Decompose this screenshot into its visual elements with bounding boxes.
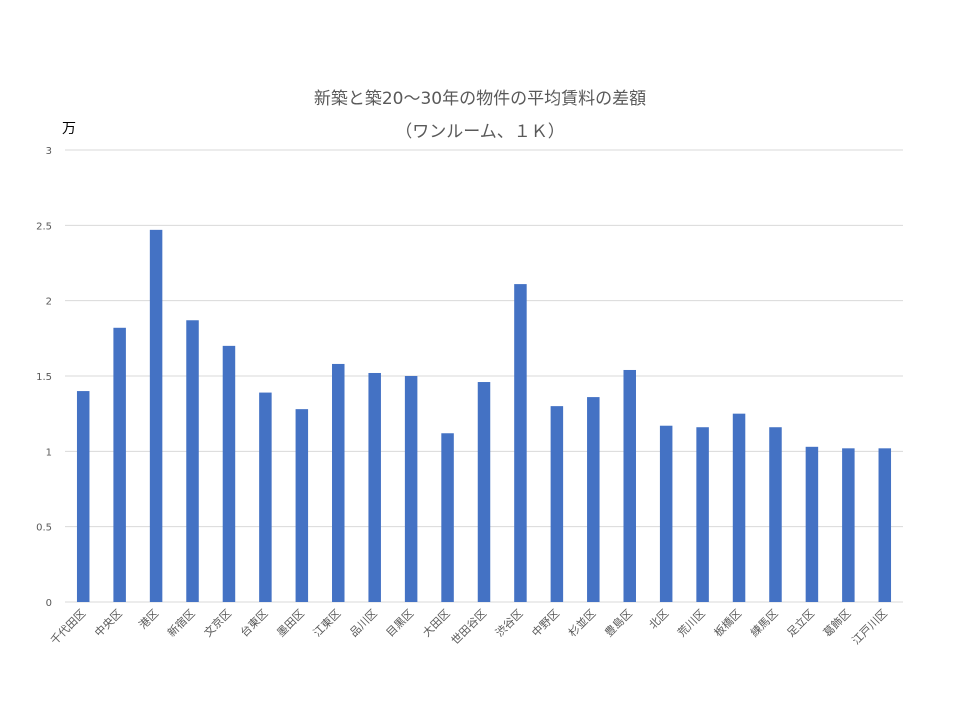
x-tick-label: 練馬区 [747, 606, 780, 639]
chart-subtitle: （ワンルーム、１Ｋ） [395, 122, 565, 142]
x-tick-label: 豊島区 [602, 606, 635, 639]
x-tick-label: 目黒区 [384, 607, 417, 640]
y-tick-label: 1.5 [36, 372, 52, 383]
x-tick-label: 中央区 [92, 607, 125, 640]
bar [149, 229, 163, 602]
x-tick-label: 足立区 [784, 606, 817, 639]
bar [842, 448, 855, 602]
bar [222, 345, 236, 602]
y-tick-label: 0.5 [36, 523, 52, 534]
y-tick-label: 0 [46, 598, 52, 609]
x-tick-label: 江東区 [311, 607, 344, 640]
bar [477, 382, 491, 602]
bar [186, 320, 199, 602]
bar [332, 363, 345, 602]
y-axis-unit-label: 万 [62, 121, 76, 137]
chart-title: 新築と築20～30年の物件の平均賃料の差額 [313, 89, 647, 109]
x-tick-label: 江戸川区 [850, 607, 890, 647]
bar [404, 376, 418, 602]
bar [732, 413, 746, 602]
bar [550, 406, 564, 602]
y-tick-label: 3 [46, 146, 52, 157]
x-tick-label: 千代田区 [48, 607, 88, 647]
x-tick-label: 世田谷区 [449, 607, 489, 647]
bar [659, 425, 673, 602]
x-tick-label: 杉並区 [565, 606, 598, 639]
bar [441, 433, 454, 602]
bar [878, 448, 892, 602]
x-tick-label: 墨田区 [274, 607, 307, 640]
y-tick-label: 1 [46, 447, 52, 458]
x-tick-label: 葛飾区 [821, 607, 854, 640]
x-tick-label: 品川区 [347, 607, 380, 640]
x-tick-label: 大田区 [419, 606, 452, 639]
bar [295, 409, 309, 602]
x-tick-label: 港区 [136, 607, 161, 632]
bar [76, 391, 90, 602]
bar [587, 397, 600, 602]
bar [769, 427, 782, 602]
x-tick-label: 板橋区 [711, 606, 744, 639]
bar [696, 427, 709, 602]
x-tick-label: 文京区 [201, 606, 234, 639]
y-tick-label: 2 [46, 297, 52, 308]
bar [113, 327, 126, 602]
x-tick-label: 新宿区 [164, 606, 197, 639]
bar [368, 372, 381, 602]
x-tick-label: 台東区 [237, 606, 270, 639]
bar [623, 369, 636, 602]
x-tick-label: 渋谷区 [493, 607, 526, 640]
x-tick-label: 荒川区 [675, 607, 708, 640]
bar [259, 392, 272, 602]
x-tick-label: 中野区 [529, 607, 562, 640]
x-tick-label: 北区 [647, 607, 672, 632]
bar [805, 446, 819, 602]
y-tick-label: 2.5 [36, 221, 52, 232]
bar [514, 284, 527, 602]
